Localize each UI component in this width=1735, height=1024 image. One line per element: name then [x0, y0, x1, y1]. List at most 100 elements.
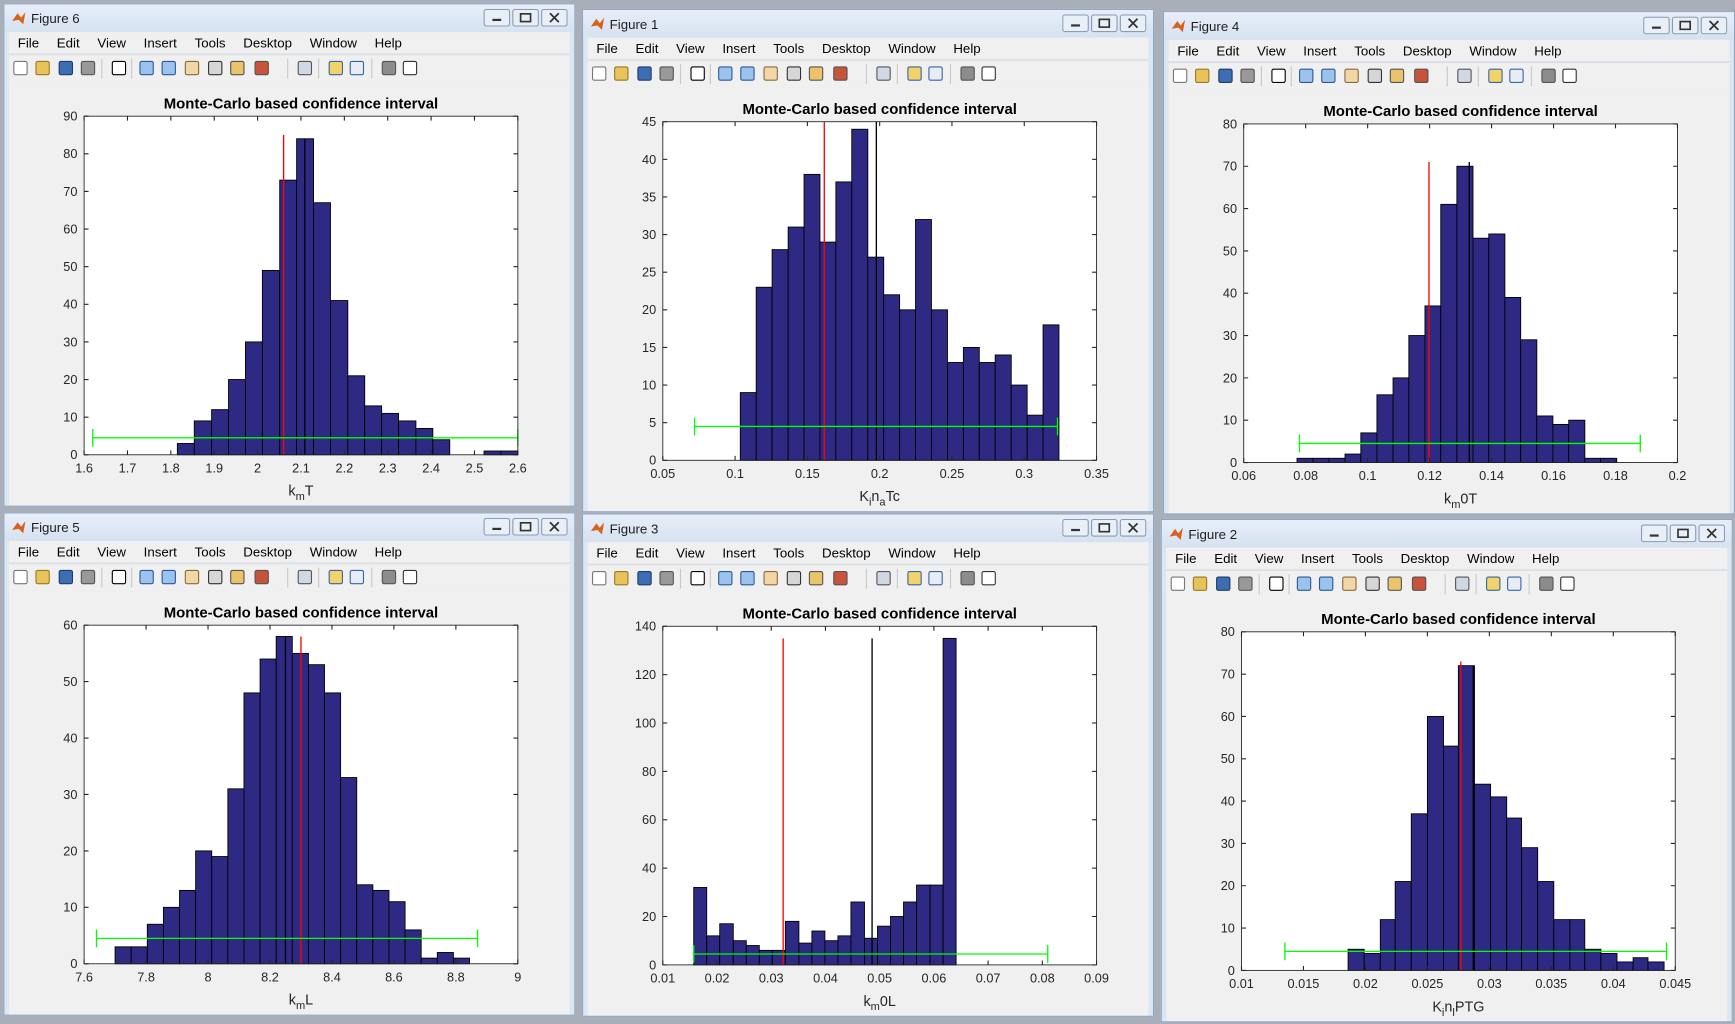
toolbar-button[interactable] [659, 570, 674, 586]
menu-item[interactable]: View [676, 544, 705, 561]
toolbar-button[interactable] [58, 60, 74, 76]
toolbar-button[interactable] [381, 569, 397, 585]
toolbar-button[interactable] [328, 60, 344, 76]
toolbar-button[interactable] [808, 66, 824, 81]
menu-item[interactable]: Tools [773, 40, 805, 56]
toolbar-button[interactable] [297, 60, 313, 76]
maximize-button[interactable] [512, 8, 539, 27]
maximize-button[interactable] [1091, 14, 1118, 33]
toolbar-button[interactable] [833, 66, 848, 81]
toolbar-button[interactable] [1562, 68, 1577, 83]
toolbar-button[interactable] [184, 60, 200, 76]
toolbar-button[interactable] [1238, 576, 1253, 591]
menu-item[interactable]: Help [1532, 550, 1560, 566]
menu-item[interactable]: Tools [1354, 42, 1386, 59]
toolbar-button[interactable] [659, 66, 674, 81]
toolbar-button[interactable] [1170, 576, 1186, 591]
menu-item[interactable]: Edit [56, 543, 80, 560]
menu-item[interactable]: Window [1469, 42, 1517, 59]
toolbar-button[interactable] [1365, 576, 1380, 591]
toolbar-button[interactable] [591, 570, 607, 586]
toolbar-button[interactable] [907, 570, 922, 586]
toolbar-button[interactable] [1411, 576, 1427, 591]
menu-item[interactable]: Insert [1301, 550, 1335, 566]
menu-item[interactable]: Desktop [1400, 550, 1450, 566]
toolbar-button[interactable] [402, 60, 418, 76]
toolbar-button[interactable] [690, 66, 705, 81]
toolbar-button[interactable] [981, 66, 996, 81]
toolbar-button[interactable] [58, 569, 74, 585]
toolbar-button[interactable] [1389, 68, 1405, 83]
menu-item[interactable]: Help [374, 543, 402, 560]
toolbar-button[interactable] [637, 570, 652, 586]
menu-item[interactable]: File [1177, 42, 1199, 59]
menu-item[interactable]: Help [953, 40, 981, 56]
toolbar-button[interactable] [13, 569, 28, 585]
toolbar-button[interactable] [1539, 576, 1554, 591]
menu-item[interactable]: Desktop [243, 34, 292, 51]
toolbar-button[interactable] [960, 570, 975, 586]
menu-item[interactable]: Help [953, 544, 981, 561]
menu-item[interactable]: Help [1534, 42, 1562, 59]
toolbar-button[interactable] [876, 66, 891, 81]
menu-item[interactable]: Desktop [243, 543, 292, 560]
toolbar-button[interactable] [591, 66, 607, 81]
toolbar-button[interactable] [230, 569, 245, 585]
menu-item[interactable]: Tools [194, 34, 226, 51]
toolbar-button[interactable] [13, 60, 28, 76]
toolbar-button[interactable] [718, 66, 733, 81]
toolbar-button[interactable] [928, 66, 943, 81]
toolbar-button[interactable] [349, 60, 365, 76]
toolbar-button[interactable] [907, 66, 922, 81]
toolbar-button[interactable] [1299, 68, 1314, 83]
menu-item[interactable]: Help [374, 34, 402, 51]
toolbar-button[interactable] [139, 60, 154, 76]
toolbar-button[interactable] [254, 569, 269, 585]
menu-item[interactable]: Edit [635, 40, 659, 56]
toolbar-button[interactable] [1457, 68, 1472, 83]
toolbar-button[interactable] [960, 66, 975, 81]
toolbar-button[interactable] [381, 60, 397, 76]
menu-item[interactable]: Window [888, 544, 936, 561]
menu-item[interactable]: Desktop [821, 40, 871, 56]
toolbar-button[interactable] [786, 570, 802, 586]
menu-item[interactable]: Tools [773, 544, 805, 561]
menu-item[interactable]: Insert [143, 543, 177, 560]
toolbar-button[interactable] [1192, 576, 1208, 591]
toolbar-button[interactable] [297, 569, 313, 585]
minimize-button[interactable] [1643, 16, 1670, 35]
toolbar-button[interactable] [1269, 576, 1284, 591]
menu-item[interactable]: Window [1467, 550, 1515, 566]
minimize-button[interactable] [483, 8, 511, 27]
minimize-button[interactable] [1062, 14, 1089, 33]
toolbar-button[interactable] [690, 570, 705, 586]
toolbar-button[interactable] [349, 569, 365, 585]
menu-item[interactable]: View [676, 40, 705, 56]
menu-item[interactable]: Window [309, 543, 357, 560]
toolbar-button[interactable] [1367, 68, 1383, 83]
toolbar-button[interactable] [1172, 68, 1188, 83]
toolbar-button[interactable] [80, 569, 96, 585]
toolbar-button[interactable] [1216, 576, 1231, 591]
toolbar-button[interactable] [808, 570, 824, 586]
toolbar-button[interactable] [1488, 68, 1503, 83]
toolbar-button[interactable] [763, 66, 778, 81]
minimize-button[interactable] [483, 517, 511, 536]
toolbar-button[interactable] [876, 570, 891, 586]
toolbar-button[interactable] [1296, 576, 1312, 591]
toolbar-button[interactable] [402, 569, 418, 585]
toolbar-button[interactable] [1195, 68, 1210, 83]
toolbar-button[interactable] [230, 60, 245, 76]
menu-item[interactable]: Insert [722, 544, 756, 561]
toolbar-button[interactable] [1560, 576, 1575, 591]
toolbar-button[interactable] [35, 569, 50, 585]
menu-item[interactable]: Window [888, 40, 936, 56]
toolbar-button[interactable] [763, 570, 778, 586]
menu-item[interactable]: File [1175, 550, 1197, 566]
toolbar-button[interactable] [111, 60, 127, 76]
toolbar-button[interactable] [740, 570, 755, 586]
minimize-button[interactable] [1640, 524, 1668, 543]
toolbar-button[interactable] [1240, 68, 1255, 83]
toolbar-button[interactable] [614, 66, 629, 81]
menu-item[interactable]: Desktop [821, 544, 871, 561]
